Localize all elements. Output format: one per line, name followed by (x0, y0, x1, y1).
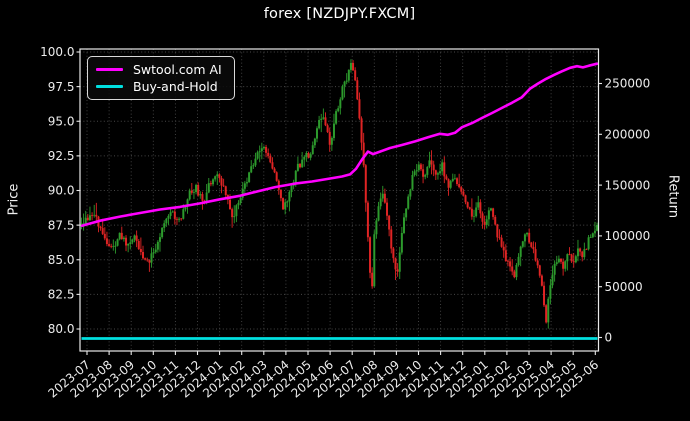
y-left-tick-label: 87.5 (48, 218, 75, 232)
legend-item-ai: Swtool.com AI (94, 61, 228, 78)
chart-title: forex [NZDJPY.FXCM] (263, 6, 416, 22)
ai-line-swatch-icon (96, 68, 123, 71)
y-left-tick-label: 95.0 (48, 114, 75, 128)
tick-marks (76, 51, 602, 355)
grid-lines (80, 49, 599, 351)
y-right-tick-label: 250000 (605, 77, 651, 91)
legend-label-ai: Swtool.com AI (133, 62, 222, 77)
y-left-tick-label: 80.0 (48, 322, 75, 336)
legend-item-buy-and-hold: Buy-and-Hold (94, 78, 228, 95)
ai-equity-line (80, 62, 599, 227)
y-left-tick-label: 92.5 (48, 149, 75, 163)
y-right-tick-label: 200000 (605, 128, 651, 142)
y-left-tick-label: 82.5 (48, 288, 75, 302)
y-axis-label-price: Price (6, 183, 22, 216)
y-right-tick-label: 100000 (605, 229, 651, 243)
y-left-tick-label: 90.0 (48, 184, 75, 198)
legend-label-buy-and-hold: Buy-and-Hold (133, 79, 218, 94)
buy-hold-line-swatch-icon (96, 85, 123, 88)
y-right-tick-label: 150000 (605, 178, 651, 192)
y-left-tick-label: 100.0 (40, 45, 74, 59)
y-left-tick-label: 97.5 (48, 80, 75, 94)
y-right-tick-label: 0 (605, 331, 613, 345)
y-right-tick-label: 50000 (605, 280, 643, 294)
legend: Swtool.com AI Buy-and-Hold (87, 56, 235, 100)
candle-up-bodies (80, 63, 599, 323)
candle-down-bodies (86, 63, 588, 323)
y-left-tick-label: 85.0 (48, 253, 75, 267)
plot-border (79, 48, 600, 352)
y-axis-label-return: Return (665, 174, 681, 219)
